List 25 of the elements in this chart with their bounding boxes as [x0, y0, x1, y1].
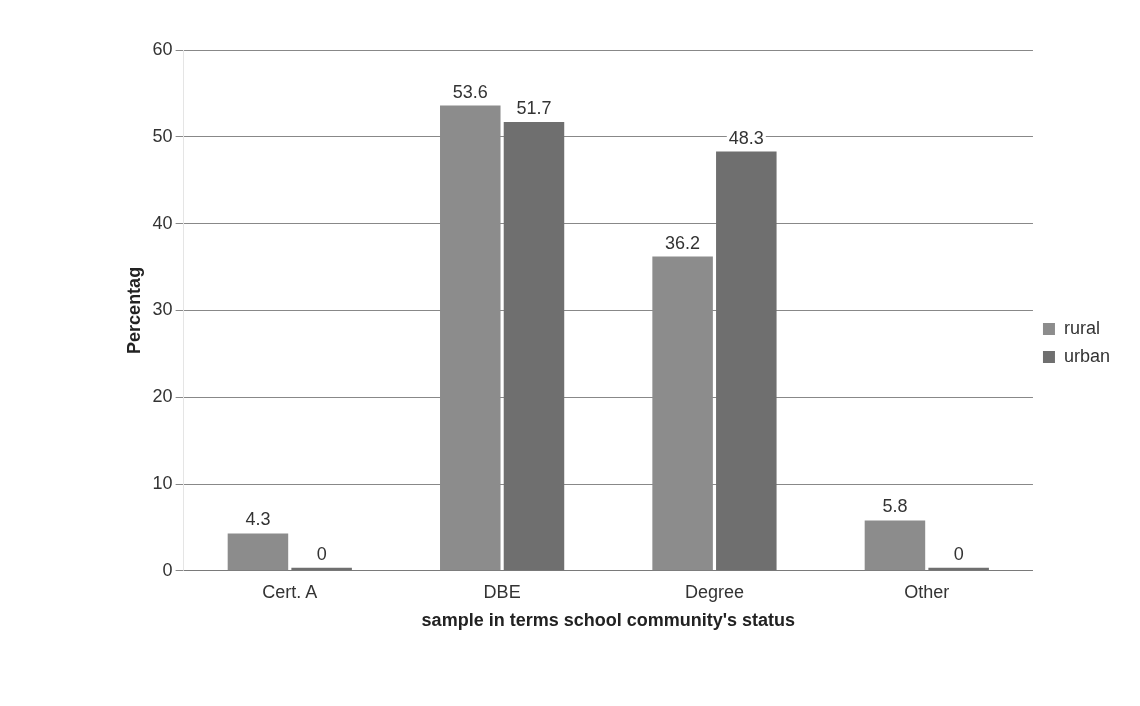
y-tick-label: 60	[152, 38, 173, 59]
data-label: 4.3	[245, 509, 271, 530]
data-label: 36.2	[665, 232, 701, 253]
y-tick-label: 0	[162, 559, 173, 580]
y-tick-label: 10	[152, 472, 173, 493]
y-tick-label: 40	[152, 212, 173, 233]
x-tick-label: Cert. A	[262, 581, 318, 602]
x-axis-title: sample in terms school community's status	[421, 610, 795, 631]
data-label: 0	[953, 543, 964, 564]
x-tick-label: DBE	[483, 581, 521, 602]
bar	[716, 151, 777, 571]
y-tick-label: 20	[152, 386, 173, 407]
data-label: 51.7	[516, 98, 552, 119]
legend-label: urban	[1063, 345, 1111, 366]
legend-label: rural	[1063, 317, 1100, 338]
y-axis-title: Percentag	[123, 266, 144, 354]
data-label: 5.8	[882, 496, 908, 517]
data-label: 48.3	[728, 127, 764, 148]
x-tick-label: Degree	[684, 581, 744, 602]
x-tick-label: Other	[904, 581, 950, 602]
bar	[503, 122, 565, 571]
y-tick-label: 30	[152, 299, 173, 320]
data-label: 53.6	[452, 81, 488, 102]
y-tick-label: 50	[152, 125, 173, 146]
data-label: 0	[316, 543, 327, 564]
